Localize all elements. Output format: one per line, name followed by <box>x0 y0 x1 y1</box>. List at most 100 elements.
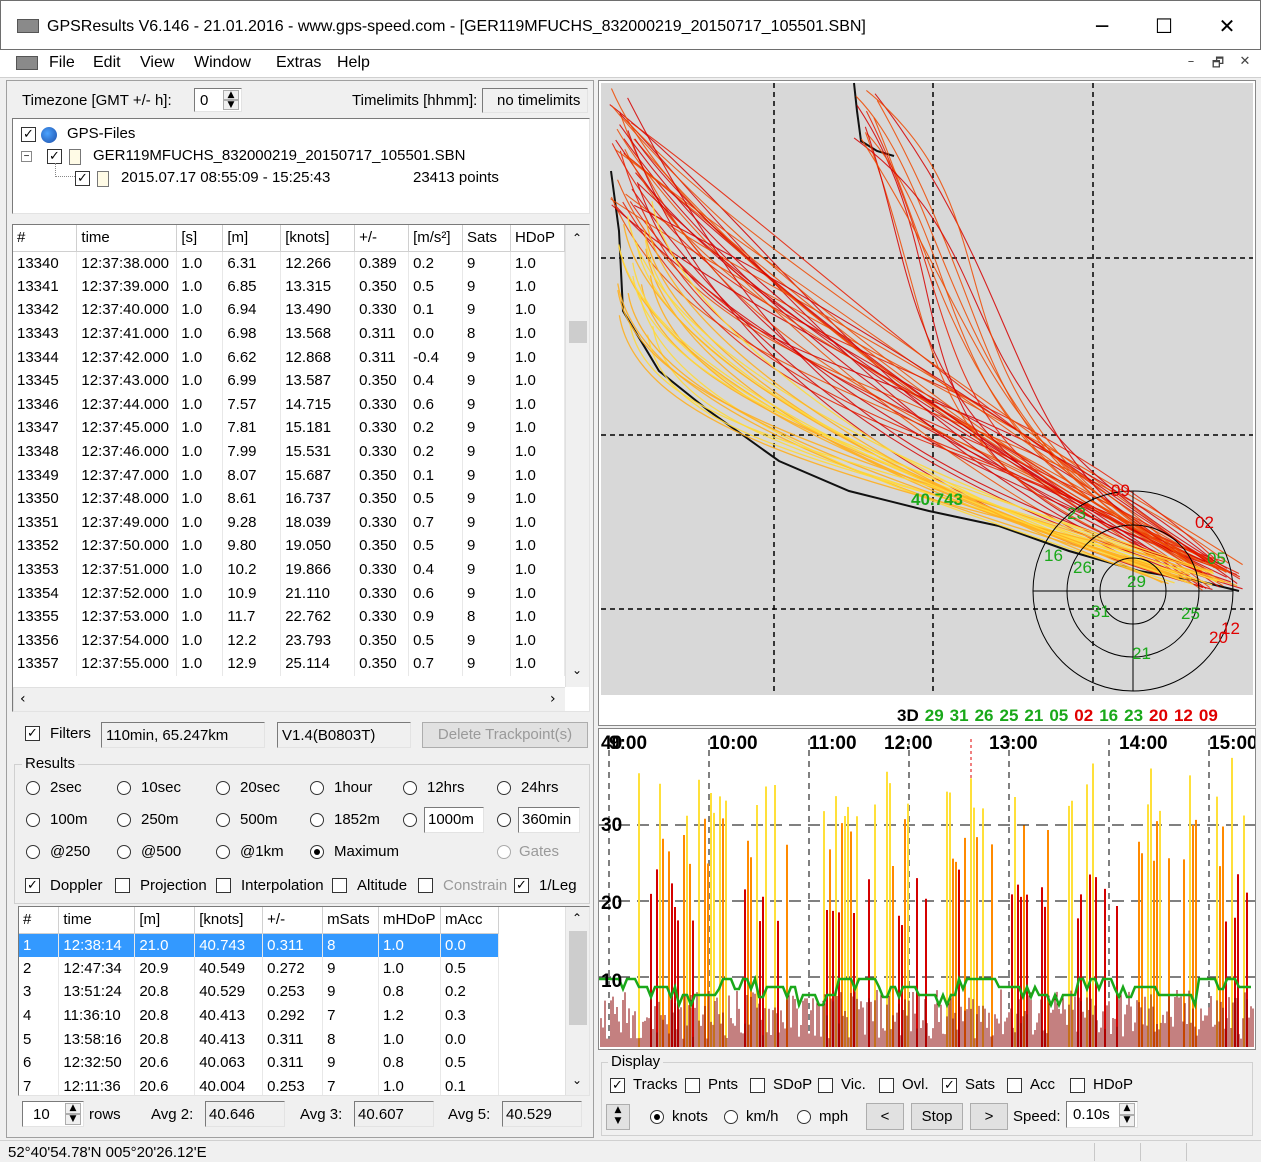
menu-help[interactable]: Help <box>337 54 370 71</box>
results-scroll-up-icon[interactable]: ⌃ <box>572 911 583 925</box>
display-checkbox[interactable]: ✓ <box>610 1078 625 1093</box>
column-header[interactable]: Sats <box>462 225 511 252</box>
menu-file[interactable]: File <box>49 54 75 71</box>
result-row[interactable]: 6 12:32:50 20.6 40.063 0.311 9 0.8 0.5 <box>19 1050 500 1075</box>
column-header[interactable]: [knots] <box>280 225 356 252</box>
result-radio[interactable] <box>216 813 230 827</box>
stop-button[interactable]: Stop <box>911 1103 963 1130</box>
mdi-close-button[interactable]: ✕ <box>1239 54 1251 69</box>
scroll-left-icon[interactable]: ‹ <box>20 691 26 707</box>
point-row[interactable]: 13341 12:37:39.000 1.0 6.85 13.315 0.350 0.5 9 1… <box>13 274 566 299</box>
column-header[interactable]: [m] <box>134 907 196 934</box>
display-checkbox[interactable] <box>685 1078 700 1093</box>
result-row[interactable]: 1 12:38:14 21.0 40.743 0.311 8 1.0 0.0 <box>19 933 500 957</box>
mdi-minimize-button[interactable]: – <box>1187 54 1195 69</box>
result-row[interactable]: 2 12:47:34 20.9 40.549 0.272 9 1.0 0.5 <box>19 956 500 981</box>
point-row[interactable]: 13354 12:37:52.000 1.0 10.9 21.110 0.330 0.6 9 1… <box>13 581 566 605</box>
result-radio[interactable] <box>403 781 417 795</box>
result-radio[interactable] <box>497 781 511 795</box>
speed-up-icon[interactable]: ▲ <box>1119 1103 1135 1115</box>
results-scroll-down-icon[interactable]: ⌄ <box>572 1073 583 1087</box>
display-checkbox[interactable] <box>879 1078 894 1093</box>
results-vertical-scrollbar[interactable]: ⌃ ⌄ <box>565 907 589 1095</box>
collapse-icon[interactable]: − <box>21 151 32 162</box>
column-header[interactable]: # <box>13 225 78 252</box>
column-header[interactable]: time <box>76 225 178 252</box>
result-radio[interactable] <box>26 781 40 795</box>
minimize-button[interactable]: ─ <box>1095 14 1109 38</box>
map-panel[interactable]: 16 26 23 29 31 25 21 05 09 02 20 12 40.743 3D 29 31 26 25… <box>598 80 1256 726</box>
point-row[interactable]: 13351 12:37:49.000 1.0 9.28 18.039 0.330 0.7 9 1… <box>13 510 566 535</box>
column-header[interactable]: HDoP <box>510 225 566 252</box>
maximize-button[interactable]: ☐ <box>1155 14 1173 38</box>
result-row[interactable]: 7 12:11:36 20.6 40.004 0.253 7 1.0 0.1 <box>19 1074 500 1095</box>
points-table-container[interactable]: # time [s] [m] [knots] +/- [m/s²] Sats HDoP 1334… <box>12 224 590 712</box>
column-header[interactable]: mAcc <box>440 907 500 934</box>
point-row[interactable]: 13347 12:37:45.000 1.0 7.81 15.181 0.330 0.2 9 1… <box>13 416 566 440</box>
point-row[interactable]: 13350 12:37:48.000 1.0 8.61 16.737 0.350 0.5 9 1… <box>13 486 566 511</box>
results-table-container[interactable]: # time [m] [knots] +/- mSats mHDoP mAcc 1 12:38:… <box>18 906 590 1096</box>
column-header[interactable]: mHDoP <box>378 907 441 934</box>
point-row[interactable]: 13355 12:37:53.000 1.0 11.7 22.762 0.330 0.9 8 1… <box>13 604 566 629</box>
column-header[interactable]: mSats <box>322 907 380 934</box>
spin-up-icon[interactable]: ▲ <box>223 90 239 100</box>
scroll-down-icon[interactable]: ⌄ <box>572 663 583 677</box>
point-row[interactable]: 13357 12:37:55.000 1.0 12.9 25.114 0.350 0.7 9 1… <box>13 652 566 676</box>
display-checkbox[interactable] <box>1070 1078 1085 1093</box>
filters-checkbox[interactable]: ✓ <box>25 726 40 741</box>
point-row[interactable]: 13343 12:37:41.000 1.0 6.98 13.568 0.311 0.0 8 1… <box>13 321 566 346</box>
point-row[interactable]: 13342 12:37:40.000 1.0 6.94 13.490 0.330 0.1 9 1… <box>13 298 566 322</box>
result-radio[interactable] <box>310 845 324 859</box>
result-option-checkbox[interactable]: ✓ <box>514 878 529 893</box>
gates-radio[interactable] <box>497 845 511 859</box>
display-checkbox[interactable] <box>818 1078 833 1093</box>
timelimits-field[interactable]: no timelimits <box>482 88 588 113</box>
point-row[interactable]: 13356 12:37:54.000 1.0 12.2 23.793 0.350 0.5 9 1… <box>13 628 566 653</box>
result-option-checkbox[interactable] <box>332 878 347 893</box>
scroll-up-icon[interactable]: ⌃ <box>572 231 583 245</box>
mdi-restore-button[interactable]: 🗗 <box>1211 56 1225 71</box>
display-checkbox[interactable] <box>750 1078 765 1093</box>
next-button[interactable]: > <box>970 1103 1008 1130</box>
points-horizontal-scrollbar[interactable]: ‹ › <box>13 687 565 711</box>
timezone-spinner[interactable]: 0 ▲ ▼ <box>194 88 242 112</box>
tree-root-checkbox[interactable]: ✓ <box>21 127 36 142</box>
result-radio[interactable] <box>216 781 230 795</box>
result-radio[interactable] <box>117 813 131 827</box>
custom-distance-field[interactable]: 1000m <box>424 807 484 833</box>
column-header[interactable]: [m] <box>222 225 282 252</box>
display-checkbox[interactable] <box>1007 1078 1022 1093</box>
display-spinner[interactable]: ▲ ▼ <box>606 1104 630 1130</box>
rows-down-icon[interactable]: ▼ <box>65 1114 81 1125</box>
point-row[interactable]: 13344 12:37:42.000 1.0 6.62 12.868 0.311 -0.4 9… <box>13 345 566 369</box>
menu-window[interactable]: Window <box>194 54 251 71</box>
prev-button[interactable]: < <box>866 1103 904 1130</box>
unit-knots-radio[interactable] <box>650 1110 664 1124</box>
column-header[interactable]: [s] <box>176 225 224 252</box>
column-header[interactable]: [m/s²] <box>408 225 464 252</box>
tree-session-checkbox[interactable]: ✓ <box>75 171 90 186</box>
point-row[interactable]: 13353 12:37:51.000 1.0 10.2 19.866 0.330 0.4 9 1… <box>13 557 566 582</box>
unit-mph-radio[interactable] <box>797 1110 811 1124</box>
point-row[interactable]: 13352 12:37:50.000 1.0 9.80 19.050 0.350 0.5 9 1… <box>13 534 566 558</box>
result-radio[interactable] <box>26 845 40 859</box>
points-vertical-scrollbar[interactable]: ⌃ ⌄ <box>565 225 589 687</box>
results-scroll-thumb[interactable] <box>569 931 587 1025</box>
display-checkbox[interactable]: ✓ <box>942 1078 957 1093</box>
column-header[interactable]: +/- <box>354 225 410 252</box>
point-row[interactable]: 13346 12:37:44.000 1.0 7.57 14.715 0.330 0.6 9 1… <box>13 392 566 417</box>
rows-up-icon[interactable]: ▲ <box>65 1103 81 1114</box>
delete-trackpoints-button[interactable]: Delete Trackpoint(s) <box>422 722 588 748</box>
point-row[interactable]: 13340 12:37:38.000 1.0 6.31 12.266 0.389 0.2 9 1… <box>13 251 566 275</box>
result-radio[interactable] <box>117 845 131 859</box>
column-header[interactable]: +/- <box>262 907 324 934</box>
result-radio[interactable] <box>26 813 40 827</box>
scroll-thumb[interactable] <box>569 321 587 343</box>
result-radio[interactable] <box>117 781 131 795</box>
menu-edit[interactable]: Edit <box>93 54 121 71</box>
column-header[interactable]: # <box>19 907 60 934</box>
tree-file-checkbox[interactable]: ✓ <box>47 149 62 164</box>
rows-spinner[interactable]: 10 ▲ ▼ <box>22 1101 84 1127</box>
menu-view[interactable]: View <box>140 54 175 71</box>
